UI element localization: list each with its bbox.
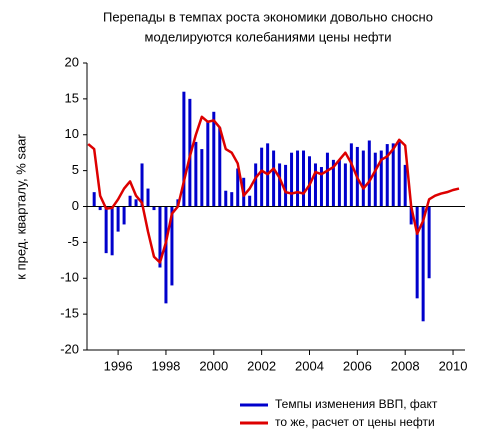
y-tick-label: 5	[72, 162, 79, 177]
bar	[361, 150, 365, 207]
bar	[212, 111, 216, 207]
bar	[290, 152, 294, 207]
bar	[230, 192, 234, 207]
y-tick-label: -5	[67, 234, 79, 249]
bar	[409, 206, 413, 225]
bar	[331, 159, 335, 207]
bar	[296, 150, 300, 207]
bar	[272, 150, 276, 207]
y-tick-label: -20	[60, 341, 79, 356]
x-tick-label: 2002	[247, 358, 276, 373]
y-tick-label: 20	[65, 54, 79, 69]
bar	[337, 159, 341, 207]
bar	[128, 195, 132, 207]
bar	[284, 164, 288, 207]
y-tick-label: 0	[72, 198, 79, 213]
bar	[182, 91, 186, 207]
bar	[140, 163, 144, 207]
bar	[403, 164, 407, 207]
bar	[110, 206, 114, 256]
bar	[248, 195, 252, 207]
y-tick-label: 10	[65, 126, 79, 141]
x-tick-label: 2008	[391, 358, 420, 373]
bar	[116, 206, 120, 232]
bar	[385, 144, 389, 207]
bar	[158, 206, 162, 268]
bar	[415, 206, 419, 299]
bar	[254, 163, 258, 207]
bar	[391, 143, 395, 207]
x-tick-label: 1998	[151, 358, 180, 373]
bar	[134, 199, 138, 207]
bar	[146, 188, 150, 207]
bar	[104, 206, 108, 254]
bar	[397, 141, 401, 207]
legend-label: то же, расчет от цены нефти	[275, 415, 435, 429]
bar	[367, 140, 371, 207]
bar	[313, 163, 317, 207]
bar	[152, 206, 156, 211]
bar	[349, 143, 353, 207]
bar	[373, 152, 377, 207]
line	[87, 115, 460, 264]
x-tick-label: 2010	[439, 358, 468, 373]
x-tick-label: 2004	[295, 358, 324, 373]
bar	[170, 206, 174, 286]
y-tick-label: -10	[60, 270, 79, 285]
bar	[427, 206, 431, 279]
bar	[343, 163, 347, 207]
bar	[302, 150, 306, 207]
bar	[325, 152, 329, 207]
bar	[206, 120, 210, 207]
bar	[307, 156, 311, 207]
bar	[236, 168, 240, 207]
bar	[200, 149, 204, 207]
legend-label: Темпы изменения ВВП, факт	[275, 397, 438, 411]
bar	[164, 206, 168, 304]
bar	[421, 206, 425, 322]
bar	[98, 206, 102, 211]
bar	[218, 127, 222, 207]
y-tick-label: -15	[60, 306, 79, 321]
y-tick-label: 15	[65, 90, 79, 105]
chart-title: Перепады в темпах роста экономики доволь…	[103, 9, 433, 24]
x-tick-label: 2000	[199, 358, 228, 373]
bar	[319, 167, 323, 207]
bar	[260, 147, 264, 207]
bar	[224, 190, 228, 207]
bar	[122, 206, 126, 225]
bar	[278, 163, 282, 207]
chart-title: моделируются колебаниями цены нефти	[145, 29, 392, 44]
bar	[379, 150, 383, 207]
bar	[92, 192, 96, 207]
bar	[194, 141, 198, 207]
x-tick-label: 2006	[343, 358, 372, 373]
y-axis-label: к пред. кварталу, % saar	[13, 134, 28, 280]
x-tick-label: 1996	[104, 358, 133, 373]
